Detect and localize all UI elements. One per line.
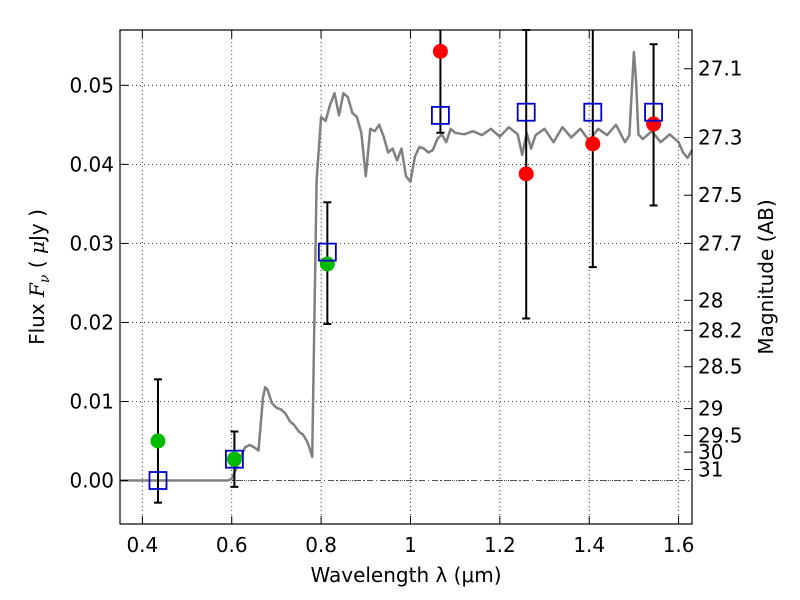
data-point-square xyxy=(516,102,536,122)
y-axis-title: Flux Fν ( μJy ) xyxy=(25,209,53,345)
model-spectrum-line xyxy=(120,50,694,482)
mag-tick-label: 27.3 xyxy=(698,125,743,149)
data-point-circle xyxy=(432,43,448,59)
y-tick-label: 0.03 xyxy=(69,231,114,255)
mag-tick-label: 27.7 xyxy=(698,231,743,255)
data-point-circle xyxy=(319,256,335,272)
y-tick-label: 0.00 xyxy=(69,469,114,493)
y-tick-label: 0.04 xyxy=(69,152,114,176)
data-point-square xyxy=(148,471,168,490)
data-point-square xyxy=(317,242,337,262)
data-point-square xyxy=(644,102,663,122)
mag-tick-label: 30 xyxy=(698,440,723,464)
mag-tick-label: 29 xyxy=(698,397,723,421)
y-axis-title-post: Jy ) xyxy=(25,209,49,243)
data-point-circle xyxy=(150,433,166,449)
y-axis-title-pre: Flux xyxy=(25,297,49,345)
x-tick-label: 0.8 xyxy=(305,533,337,557)
mag-tick-label: 28.2 xyxy=(698,318,743,342)
x-tick-label: 1.2 xyxy=(484,533,516,557)
mag-tick-label: 28.5 xyxy=(698,355,743,379)
x-axis-title: Wavelength λ (μm) xyxy=(310,563,501,587)
grid-lines xyxy=(120,30,692,524)
mag-tick-label: 27.5 xyxy=(698,183,743,207)
mag-tick-label: 29.5 xyxy=(698,423,743,447)
x-tick-label: 0.4 xyxy=(126,533,158,557)
data-point-square xyxy=(431,105,450,125)
y-axis-title-subscript: ν xyxy=(37,274,53,283)
y-axis-title-mu: μ xyxy=(25,241,49,254)
mag-tick-label: 27.1 xyxy=(698,57,743,81)
right-axis-title: Magnitude (AB) xyxy=(754,199,778,354)
x-tick-label: 0.6 xyxy=(216,533,248,557)
y-tick-label: 0.05 xyxy=(69,73,114,97)
plot-area xyxy=(120,29,694,504)
y-axis-title-mid: ( xyxy=(25,254,49,275)
x-tick-label: 1.4 xyxy=(573,533,605,557)
mag-tick-label: 31 xyxy=(698,457,723,481)
x-tick-label: 1 xyxy=(404,533,417,557)
plot-frame xyxy=(119,29,693,525)
data-point-square xyxy=(224,449,244,469)
mag-tick-label: 28 xyxy=(698,288,723,312)
x-tick-label: 1.6 xyxy=(663,533,695,557)
data-point-square xyxy=(583,102,603,122)
y-tick-label: 0.01 xyxy=(69,389,114,413)
axis-ticks: 0.4 0.6 0.8 1 1.2 1.4 1.6 0.00 0.01 0.02 0.03 0.04 0… xyxy=(69,30,743,557)
y-tick-label: 0.02 xyxy=(69,310,114,334)
data-point-circle xyxy=(518,166,534,182)
y-axis-title-symbol: F xyxy=(25,282,49,298)
data-point-circle xyxy=(585,136,601,152)
data-point-circle xyxy=(226,451,242,467)
data-point-circle xyxy=(646,116,662,132)
